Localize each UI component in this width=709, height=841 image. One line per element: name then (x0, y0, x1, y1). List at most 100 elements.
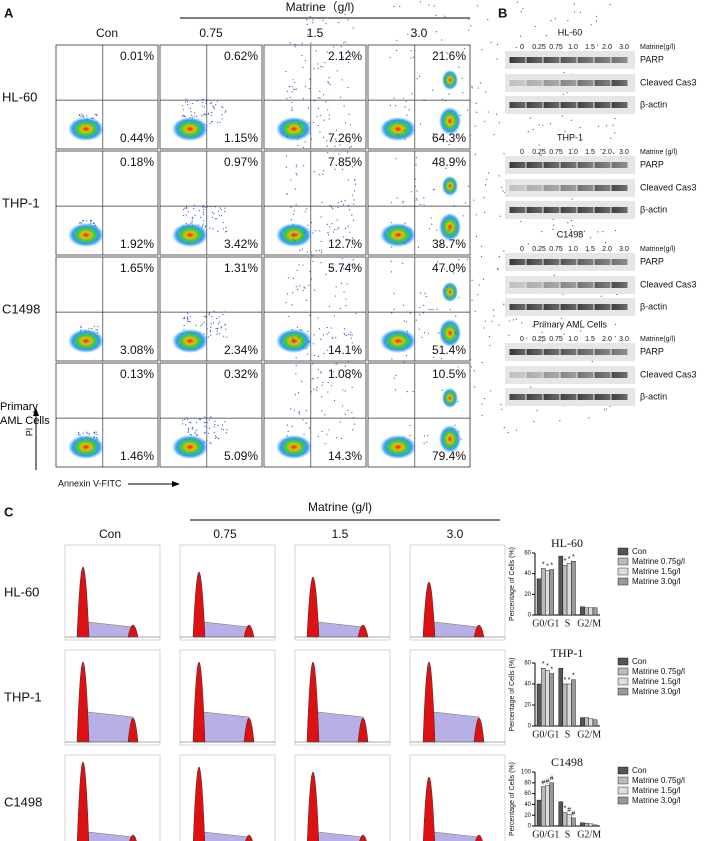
event-dot (95, 431, 97, 433)
event-dot (515, 47, 517, 49)
event-dot (205, 218, 208, 220)
event-dot (82, 114, 84, 116)
blot-band (509, 185, 526, 191)
g1-peak (423, 776, 435, 841)
event-dot (317, 317, 319, 319)
event-dot (559, 420, 561, 422)
lower-right-percent: 1.46% (120, 449, 154, 463)
event-dot (347, 226, 349, 228)
event-dot (317, 67, 319, 69)
event-dot (210, 329, 212, 332)
event-dot (213, 310, 215, 312)
arrow-head (172, 481, 180, 487)
event-dot (560, 317, 563, 319)
g2-peak (245, 834, 253, 841)
event-dot (310, 251, 312, 254)
lane-label: 0.75 (549, 246, 563, 253)
event-dot (181, 115, 183, 117)
event-dot (206, 328, 208, 330)
event-dot (496, 58, 498, 60)
lane-label: 0 (520, 44, 524, 51)
dose-label: Con (99, 527, 121, 541)
event-dot (432, 309, 434, 311)
event-dot (458, 66, 460, 68)
event-dot (193, 99, 195, 101)
event-dot (591, 360, 593, 363)
event-dot (503, 153, 505, 155)
bar (536, 578, 542, 616)
event-dot (209, 123, 211, 125)
event-dot (211, 216, 214, 218)
blot-band (509, 57, 526, 63)
event-dot (319, 90, 321, 93)
event-dot (291, 337, 294, 339)
event-dot (430, 309, 432, 311)
g1-peak (76, 662, 90, 743)
event-dot (437, 261, 439, 263)
blot-band (577, 349, 594, 355)
event-dot (503, 250, 505, 252)
event-dot (223, 311, 225, 313)
event-dot (208, 313, 210, 316)
event-dot (326, 433, 328, 436)
event-dot (520, 11, 522, 13)
blot-band (577, 162, 594, 168)
event-dot (291, 148, 293, 150)
event-dot (428, 228, 430, 230)
event-dot (308, 284, 310, 286)
event-dot (203, 106, 205, 108)
event-dot (423, 332, 426, 334)
event-dot (321, 410, 323, 412)
event-dot (320, 262, 322, 264)
event-dot (396, 39, 398, 41)
x-axis-label: Annexin V-FITC (58, 478, 122, 488)
event-dot (207, 336, 209, 338)
event-dot (186, 101, 189, 103)
event-dot (541, 124, 544, 127)
event-dot (213, 426, 215, 428)
g1-peak (192, 662, 206, 743)
event-dot (215, 218, 218, 220)
g1-peak (76, 566, 90, 638)
upper-right-percent: 2.12% (328, 49, 362, 63)
event-dot (488, 335, 491, 338)
event-dot (335, 337, 337, 339)
event-dot (309, 78, 311, 80)
event-dot (330, 384, 332, 387)
event-dot (480, 255, 483, 258)
event-dot (435, 31, 438, 33)
event-dot (199, 418, 202, 421)
event-dot (496, 43, 499, 46)
event-dot (391, 312, 393, 314)
blot-band (560, 304, 577, 310)
event-dot (571, 198, 573, 200)
chart-title: THP-1 (551, 646, 584, 660)
event-dot (327, 349, 329, 351)
population-blob (442, 176, 458, 196)
event-dot (305, 409, 307, 412)
event-dot (411, 93, 413, 95)
event-dot (218, 332, 220, 335)
event-dot (97, 326, 99, 328)
event-dot (562, 93, 564, 95)
event-dot (412, 56, 415, 58)
event-dot (224, 210, 226, 213)
event-dot (484, 398, 486, 400)
event-dot (216, 317, 218, 319)
event-dot (488, 172, 490, 174)
event-dot (415, 156, 417, 159)
event-dot (612, 124, 614, 126)
event-dot (328, 77, 330, 79)
event-dot (327, 81, 329, 83)
bar (562, 683, 568, 727)
event-dot (532, 128, 534, 131)
upper-right-percent: 10.5% (432, 367, 466, 381)
event-dot (423, 435, 426, 437)
blot-band (594, 207, 611, 213)
event-dot (391, 222, 393, 224)
event-dot (187, 430, 189, 432)
event-dot (573, 3, 575, 5)
event-dot (459, 114, 461, 116)
dose-label: 0.75 (199, 26, 223, 40)
legend-label: Con (632, 766, 647, 775)
